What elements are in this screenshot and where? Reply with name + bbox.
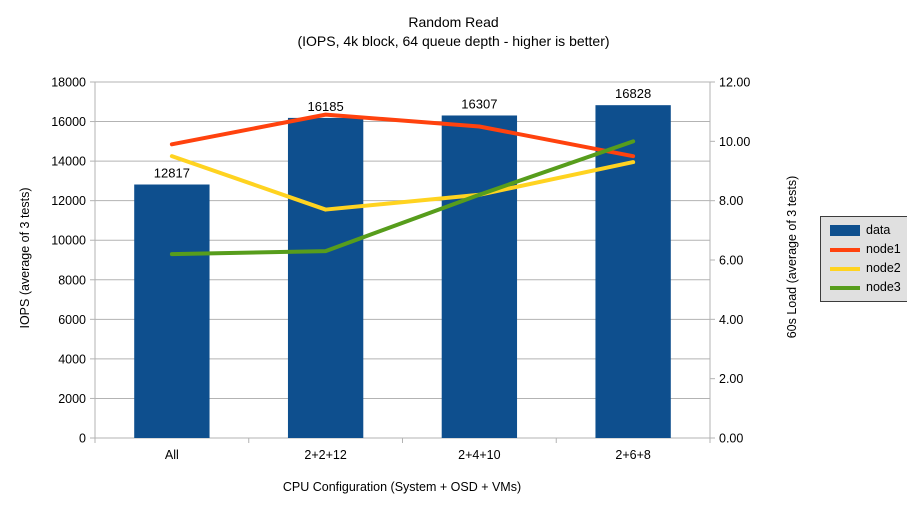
bar-value-label: 16828 xyxy=(615,86,651,101)
right-axis-tick-label: 4.00 xyxy=(719,313,743,327)
chart-subtitle: (IOPS, 4k block, 64 queue depth - higher… xyxy=(297,33,610,49)
left-axis-tick-label: 6000 xyxy=(58,313,86,327)
legend: data node1 node2 node3 xyxy=(820,216,907,302)
x-tick-label: 2+2+12 xyxy=(304,448,346,462)
x-tick-label: 2+6+8 xyxy=(615,448,651,462)
left-axis-tick-label: 4000 xyxy=(58,352,86,366)
bar-value-label: 16307 xyxy=(461,96,497,111)
left-axis-tick-label: 2000 xyxy=(58,392,86,406)
legend-item-node2: node2 xyxy=(830,262,901,275)
x-axis-title: CPU Configuration (System + OSD + VMs) xyxy=(282,480,522,494)
legend-swatch-node1-line-icon xyxy=(830,247,860,252)
legend-label: data xyxy=(866,223,891,237)
right-axis-tick-label: 8.00 xyxy=(719,194,743,208)
right-axis-tick-label: 2.00 xyxy=(719,372,743,386)
x-tick-label: All xyxy=(165,448,179,462)
left-axis-tick-label: 18000 xyxy=(51,76,86,90)
bar-2+2+12 xyxy=(287,117,364,438)
bar-value-label: 16185 xyxy=(308,99,344,114)
chart-title: Random Read xyxy=(408,14,499,30)
left-axis-tick-label: 8000 xyxy=(58,273,86,287)
series-line-node1 xyxy=(169,112,636,159)
right-axis-tick-label: 10.00 xyxy=(719,135,750,149)
right-axis-tick-label: 6.00 xyxy=(719,254,743,268)
legend-item-data: data xyxy=(830,224,901,237)
left-axis-tick-label: 10000 xyxy=(51,234,86,248)
legend-item-node1: node1 xyxy=(830,243,901,256)
legend-item-node3: node3 xyxy=(830,281,901,294)
left-axis-tick-label: 16000 xyxy=(51,115,86,129)
right-axis-tick-label: 12.00 xyxy=(719,76,750,90)
legend-swatch-node3-line-icon xyxy=(830,285,860,290)
bar-All xyxy=(134,184,210,438)
series-line-node3 xyxy=(169,139,636,257)
legend-label: node1 xyxy=(866,242,901,256)
right-axis-title: 60s Load (average of 3 tests) xyxy=(785,175,799,339)
legend-swatch-data-box-icon xyxy=(830,225,860,236)
legend-swatch-node2-line-icon xyxy=(830,266,860,271)
legend-label: node2 xyxy=(866,261,901,275)
bar-2+4+10 xyxy=(441,115,518,439)
right-axis-tick-label: 0.00 xyxy=(719,432,743,446)
left-axis-title: IOPS (average of 3 tests) xyxy=(18,187,32,329)
left-axis-tick-label: 14000 xyxy=(51,155,86,169)
x-tick-label: 2+4+10 xyxy=(458,448,500,462)
left-axis-tick-label: 12000 xyxy=(51,194,86,208)
bar-value-label: 12817 xyxy=(154,166,190,181)
series-line-node2 xyxy=(169,154,636,212)
left-axis-tick-label: 0 xyxy=(79,432,86,446)
legend-label: node3 xyxy=(866,280,901,294)
